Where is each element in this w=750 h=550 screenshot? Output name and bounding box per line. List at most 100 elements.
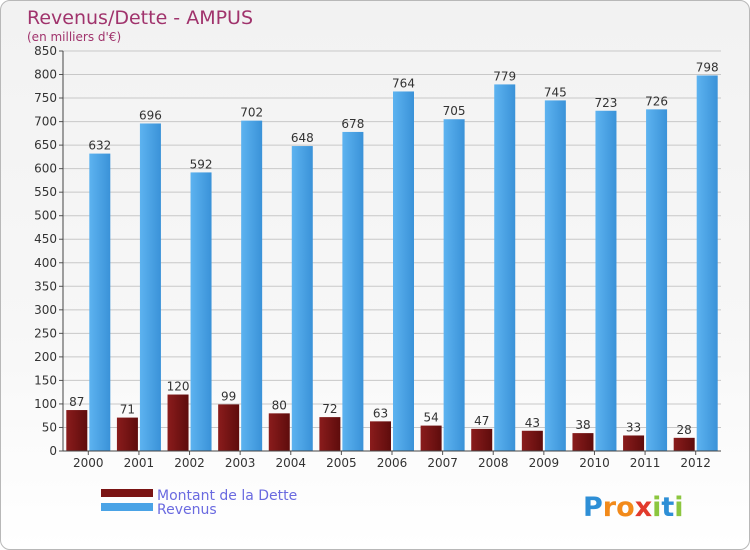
y-tick-label: 550: [34, 185, 57, 199]
data-label-revenue: 745: [544, 85, 567, 99]
y-tick-label: 500: [34, 209, 57, 223]
bar-debt: [167, 394, 189, 451]
data-label-debt: 80: [272, 398, 287, 412]
data-label-revenue: 726: [645, 94, 668, 108]
x-tick-label: 2003: [225, 456, 256, 470]
data-label-revenue: 779: [493, 69, 516, 83]
data-label-debt: 120: [167, 380, 190, 394]
bar-revenue: [139, 123, 161, 452]
y-tick-label: 200: [34, 350, 57, 364]
bar-debt: [420, 425, 442, 451]
x-tick-label: 2009: [529, 456, 560, 470]
y-tick-label: 300: [34, 303, 57, 317]
legend-swatch-debt: [101, 489, 153, 497]
logo-letter: t: [661, 492, 674, 523]
y-tick-label: 700: [34, 115, 57, 129]
data-label-debt: 87: [69, 395, 84, 409]
y-tick-label: 150: [34, 373, 57, 387]
x-tick-label: 2000: [73, 456, 104, 470]
grid-lines: [63, 50, 721, 428]
data-label-revenue: 705: [443, 104, 466, 118]
bar-debt: [521, 430, 543, 451]
legend-label-revenue: Revenus: [157, 502, 217, 518]
data-label-revenue: 764: [392, 76, 415, 90]
data-label-revenue: 592: [190, 157, 213, 171]
bar-debt: [319, 417, 341, 451]
x-tick-label: 2007: [427, 456, 458, 470]
x-tick-label: 2010: [579, 456, 610, 470]
data-label-debt: 54: [423, 411, 438, 425]
y-tick-label: 400: [34, 256, 57, 270]
data-label-debt: 47: [474, 414, 489, 428]
y-tick-label: 850: [34, 44, 57, 58]
axes: [62, 51, 721, 452]
bar-revenue: [443, 119, 465, 451]
data-label-debt: 63: [373, 406, 388, 420]
data-label-revenue: 678: [341, 117, 364, 131]
y-tick-label: 350: [34, 279, 57, 293]
data-label-revenue: 648: [291, 131, 314, 145]
data-label-debt: 33: [626, 420, 641, 434]
bar-debt: [673, 437, 695, 451]
bar-revenue: [696, 75, 718, 452]
logo-letter: P: [583, 492, 603, 523]
x-tick-label: 2011: [630, 456, 661, 470]
data-label-revenue: 798: [696, 60, 719, 74]
x-tick-label: 2006: [377, 456, 408, 470]
legend-swatch-revenue: [101, 503, 153, 511]
bar-revenue: [241, 120, 263, 451]
data-label-debt: 71: [120, 403, 135, 417]
x-tick-label: 2008: [478, 456, 509, 470]
y-tick-label: 800: [34, 68, 57, 82]
logo-letter: i: [674, 492, 683, 523]
bar-debt: [471, 428, 493, 451]
y-axis-ticks: 0 50 100 150 200 250 300 350 400 450 500 550 600 650 7…: [34, 44, 63, 458]
bar-revenue: [595, 110, 617, 451]
bars: 87 632 71 696 120 592 99 702 80 648 72 678 63 764 54 70…: [66, 60, 719, 452]
x-tick-label: 2004: [275, 456, 306, 470]
y-tick-label: 250: [34, 326, 57, 340]
bar-debt: [66, 410, 88, 451]
bar-debt: [572, 433, 594, 451]
data-label-revenue: 632: [88, 139, 111, 153]
data-label-revenue: 702: [240, 106, 263, 120]
data-label-debt: 43: [525, 416, 540, 430]
chart-subtitle: (en milliers d'€): [27, 30, 121, 44]
bar-revenue: [291, 146, 313, 451]
chart-title: Revenus/Dette - AMPUS: [27, 7, 253, 29]
data-label-debt: 38: [575, 418, 590, 432]
data-label-debt: 28: [677, 423, 692, 437]
bar-revenue: [646, 109, 668, 452]
x-axis-ticks: 2000 2001 2002 2003 2004 2005 2006 2007 2008 2009…: [73, 451, 711, 470]
bar-debt: [623, 435, 645, 451]
logo-letter: x: [635, 492, 652, 523]
legend-label-debt: Montant de la Dette: [157, 488, 297, 504]
bar-revenue: [89, 153, 111, 451]
bar-debt: [218, 404, 240, 451]
data-label-revenue: 723: [595, 96, 618, 110]
data-label-revenue: 696: [139, 108, 162, 122]
legend: Montant de la Dette Revenus: [101, 488, 297, 518]
y-tick-label: 650: [34, 138, 57, 152]
bar-revenue: [190, 172, 212, 452]
bar-debt: [370, 421, 391, 451]
logo-letter: o: [616, 492, 635, 523]
x-tick-label: 2002: [174, 456, 205, 470]
x-tick-label: 2001: [124, 456, 155, 470]
bar-revenue: [342, 131, 364, 452]
data-label-debt: 72: [322, 402, 337, 416]
y-tick-label: 450: [34, 232, 57, 246]
bar-revenue: [393, 91, 414, 452]
x-tick-label: 2005: [326, 456, 357, 470]
logo-letter: i: [652, 492, 661, 523]
bar-revenue: [494, 84, 516, 451]
y-tick-label: 0: [49, 444, 57, 458]
y-tick-label: 100: [34, 397, 57, 411]
data-label-debt: 99: [221, 389, 236, 403]
x-tick-label: 2012: [680, 456, 711, 470]
y-tick-label: 50: [42, 420, 57, 434]
y-tick-label: 750: [34, 91, 57, 105]
bar-debt: [268, 413, 290, 451]
